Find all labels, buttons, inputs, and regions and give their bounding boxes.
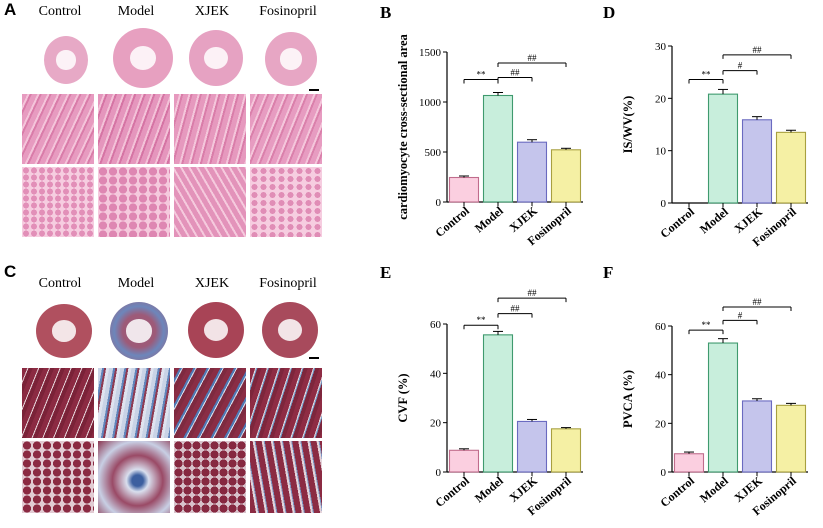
masson-micro-xjek-long xyxy=(174,368,246,438)
sig-label-e-1: ## xyxy=(511,304,521,314)
masson-micro-fosinopril-cross xyxy=(250,441,322,513)
y-tick-label-b-1: 500 xyxy=(425,147,442,159)
masson-micro-model-long xyxy=(98,368,170,438)
bar-e-xjek xyxy=(516,420,548,473)
y-axis-label-b: cardiomyocyte cross-sectional area xyxy=(396,33,410,219)
group-label-fosinopril-a: Fosinopril xyxy=(259,4,317,19)
x-tick-label-f-1: Model xyxy=(697,473,732,505)
y-tick-label-e-0: 0 xyxy=(436,467,442,479)
he-micro-xjek-long xyxy=(174,94,246,164)
heart-section-xjek-c xyxy=(188,302,244,358)
y-tick-label-e-1: 20 xyxy=(430,418,442,430)
sig-label-f-1: # xyxy=(738,310,743,320)
y-tick-label-d-1: 10 xyxy=(655,146,667,158)
he-micro-fosinopril-cross xyxy=(250,167,322,237)
y-tick-label-e-3: 60 xyxy=(430,319,442,331)
group-label-fosinopril-c: Fosinopril xyxy=(259,276,317,291)
bar-f-control xyxy=(673,453,705,473)
heart-section-xjek-a xyxy=(189,30,243,86)
panel-label-f: F xyxy=(603,263,613,282)
he-micro-fosinopril-long xyxy=(250,94,322,164)
scale-bar-a xyxy=(309,89,319,91)
sig-label-e-2: ## xyxy=(528,288,538,298)
sig-label-b-1: ## xyxy=(511,68,521,78)
y-tick-label-b-3: 1500 xyxy=(419,47,442,59)
heart-section-model-c xyxy=(110,302,168,360)
y-tick-label-b-0: 0 xyxy=(436,197,442,209)
group-label-model-c: Model xyxy=(117,276,155,291)
y-tick-label-f-0: 0 xyxy=(661,467,667,479)
y-tick-label-d-3: 30 xyxy=(655,41,667,53)
scale-bar-c xyxy=(309,357,319,359)
he-micro-model-cross xyxy=(98,167,170,237)
bar-e-fosinopril xyxy=(550,428,582,473)
y-tick-label-d-0: 0 xyxy=(661,198,667,210)
group-label-control-a: Control xyxy=(38,4,82,19)
masson-micro-control-cross xyxy=(22,441,94,513)
he-micro-control-long xyxy=(22,94,94,164)
heart-section-control-a xyxy=(44,36,88,84)
y-axis-label-f: PVCA (%) xyxy=(621,370,635,428)
masson-micro-fosinopril-long xyxy=(250,368,322,438)
bar-f-fosinopril xyxy=(775,404,807,473)
bar-e-control xyxy=(448,449,480,473)
panel-label-e: E xyxy=(380,263,391,282)
x-tick-label-b-1: Model xyxy=(472,203,507,235)
group-label-xjek-a: XJEK xyxy=(194,4,230,19)
x-tick-label-d-1: Model xyxy=(697,204,732,236)
sig-label-b-0: ** xyxy=(477,70,487,80)
bar-f-model xyxy=(707,342,739,473)
he-micro-control-cross xyxy=(22,167,94,237)
y-tick-label-f-3: 60 xyxy=(655,321,667,333)
group-label-control-c: Control xyxy=(38,276,82,291)
y-tick-label-f-2: 40 xyxy=(655,370,667,382)
bar-e-model xyxy=(482,334,514,473)
y-tick-label-e-2: 40 xyxy=(430,368,442,380)
y-axis-label-e: CVF (%) xyxy=(396,373,410,422)
bar-d-xjek xyxy=(741,119,773,204)
bar-d-fosinopril xyxy=(775,131,807,204)
sig-label-d-0: ** xyxy=(702,69,712,79)
sig-label-d-1: # xyxy=(738,61,743,71)
bar-b-xjek xyxy=(516,141,548,203)
he-micro-xjek-cross xyxy=(174,167,246,237)
group-label-xjek-c: XJEK xyxy=(194,276,230,291)
masson-micro-model-cross xyxy=(98,441,170,513)
panel-label-a: A xyxy=(4,0,17,19)
panel-label-d: D xyxy=(603,3,615,22)
y-tick-label-f-1: 20 xyxy=(655,418,667,430)
heart-section-control-c xyxy=(36,304,92,358)
masson-micro-control-long xyxy=(22,368,94,438)
sig-label-b-2: ## xyxy=(528,53,538,63)
y-tick-label-d-2: 20 xyxy=(655,93,667,105)
masson-micro-xjek-cross xyxy=(174,441,246,513)
y-tick-label-b-2: 1000 xyxy=(419,97,442,109)
heart-section-fosinopril-a xyxy=(265,32,317,86)
y-axis-label-d: IS/WV(%) xyxy=(621,96,635,154)
sig-label-e-0: ** xyxy=(477,315,487,325)
bar-f-xjek xyxy=(741,400,773,473)
x-tick-label-e-1: Model xyxy=(472,473,507,505)
bar-d-model xyxy=(707,93,739,204)
group-label-model-a: Model xyxy=(117,4,155,19)
he-micro-model-long xyxy=(98,94,170,164)
sig-label-f-2: ## xyxy=(753,297,763,307)
panel-label-b: B xyxy=(380,3,391,22)
heart-section-model-a xyxy=(113,28,173,88)
bar-b-control xyxy=(448,176,480,203)
panel-label-c: C xyxy=(4,262,17,281)
heart-section-fosinopril-c xyxy=(262,302,318,358)
bar-b-model xyxy=(482,94,514,203)
sig-label-d-2: ## xyxy=(753,45,763,55)
bar-b-fosinopril xyxy=(550,149,582,203)
sig-label-f-0: ** xyxy=(702,320,712,330)
